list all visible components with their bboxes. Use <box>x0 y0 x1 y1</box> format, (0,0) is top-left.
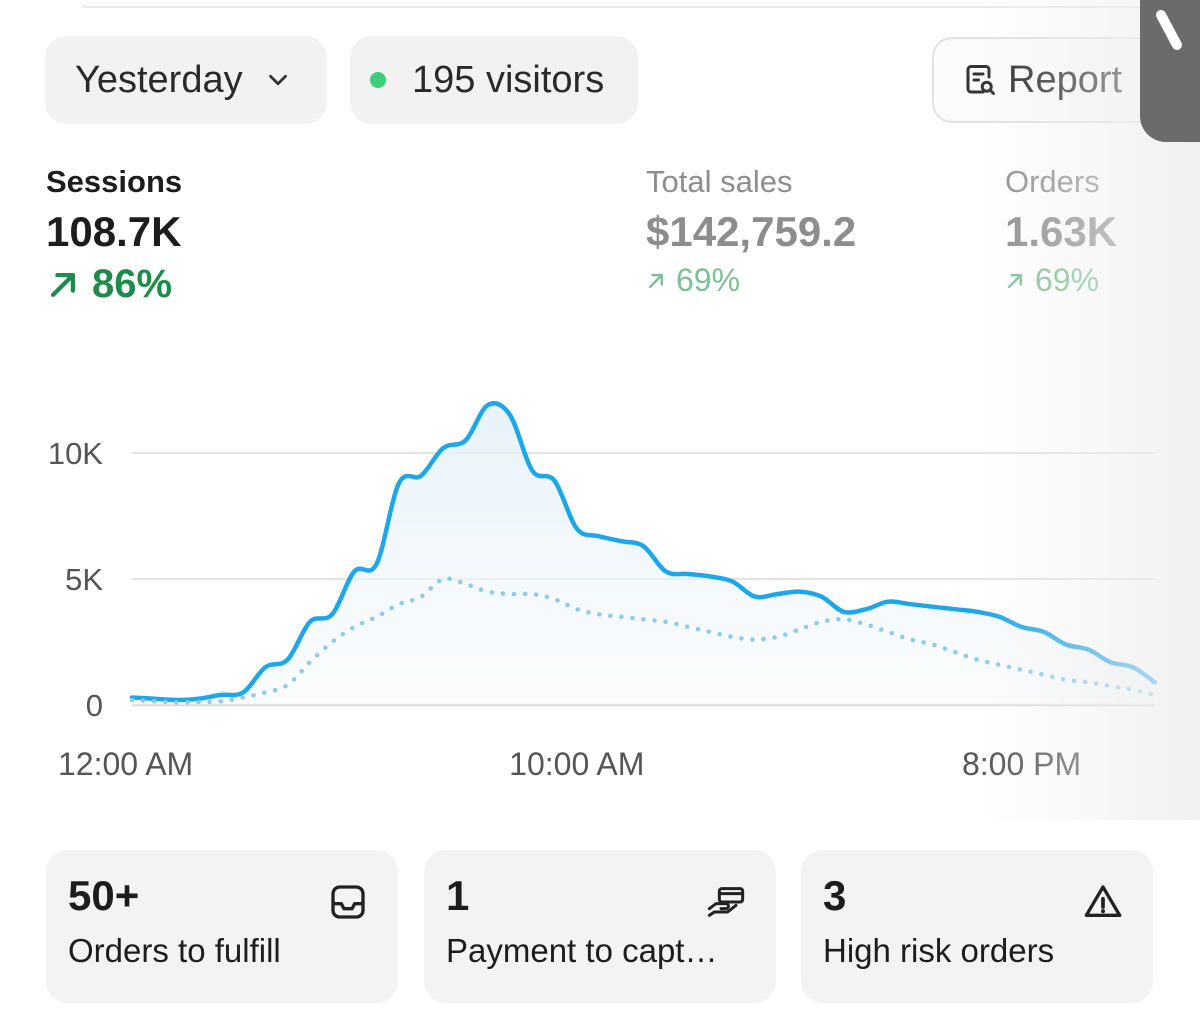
metric-value: 108.7K <box>46 208 182 255</box>
live-status-dot <box>370 72 386 88</box>
high-risk-orders-card[interactable]: 3 High risk orders <box>801 850 1153 1003</box>
y-tick-label: 0 <box>86 688 103 723</box>
back-chevron-icon <box>1154 8 1184 52</box>
card-value: 1 <box>446 872 470 919</box>
metric-value: $142,759.2 <box>646 208 857 255</box>
date-filter-dropdown[interactable]: Yesterday <box>45 36 327 124</box>
sessions-line-chart[interactable]: 0 5K 10K 12:00 AM 10:00 AM 8:00 PM <box>0 360 1200 800</box>
card-label: Orders to fulfill <box>68 932 281 969</box>
metric-value: 1.63K <box>1005 208 1118 255</box>
metric-change: 69% <box>646 262 856 299</box>
metric-change-value: 69% <box>1035 262 1100 298</box>
series-area-fill <box>132 403 1155 705</box>
report-search-icon <box>966 65 995 95</box>
visitors-label: 195 visitors <box>412 58 605 101</box>
live-visitors-button[interactable]: 195 visitors <box>350 36 638 124</box>
metric-change: 69% <box>1005 262 1117 299</box>
metric-change: 86% <box>46 262 182 307</box>
metric-label: Total sales <box>646 164 793 199</box>
metric-change-value: 86% <box>92 262 173 306</box>
chevron-down-icon <box>268 74 287 86</box>
report-label: Report <box>1008 58 1123 101</box>
orders-to-fulfill-card[interactable]: 50+ Orders to fulfill <box>46 850 398 1003</box>
metric-total-sales[interactable]: Total sales $142,759.2 69% <box>646 164 856 299</box>
metric-orders[interactable]: Orders 1.63K 69% <box>1005 164 1117 299</box>
series-line-comparison[interactable] <box>129 576 1158 705</box>
top-container-edge <box>80 0 1160 8</box>
arrow-up-right-icon <box>648 273 664 288</box>
card-label: High risk orders <box>823 932 1055 969</box>
x-tick-label: 12:00 AM <box>58 746 193 782</box>
card-value: 3 <box>823 872 847 919</box>
warning-triangle-icon <box>1084 885 1122 917</box>
metric-sessions[interactable]: Sessions 108.7K 86% <box>46 164 182 307</box>
arrow-up-right-icon <box>1007 273 1023 288</box>
y-tick-label: 5K <box>65 562 103 597</box>
arrow-up-right-icon <box>50 272 76 297</box>
payment-to-capture-card[interactable]: 1 Payment to capt… <box>424 850 776 1003</box>
inbox-icon <box>331 885 365 919</box>
payment-hand-icon <box>707 887 745 917</box>
metric-label: Sessions <box>46 164 183 199</box>
x-tick-label: 8:00 PM <box>962 746 1081 782</box>
y-tick-label: 10K <box>48 436 103 471</box>
card-value: 50+ <box>68 872 140 919</box>
metric-change-value: 69% <box>676 262 741 298</box>
overlay-side-tab[interactable] <box>1140 0 1200 142</box>
metric-label: Orders <box>1005 164 1100 199</box>
card-label: Payment to capt… <box>446 932 718 969</box>
date-filter-label: Yesterday <box>75 58 243 101</box>
x-tick-label: 10:00 AM <box>509 746 644 782</box>
